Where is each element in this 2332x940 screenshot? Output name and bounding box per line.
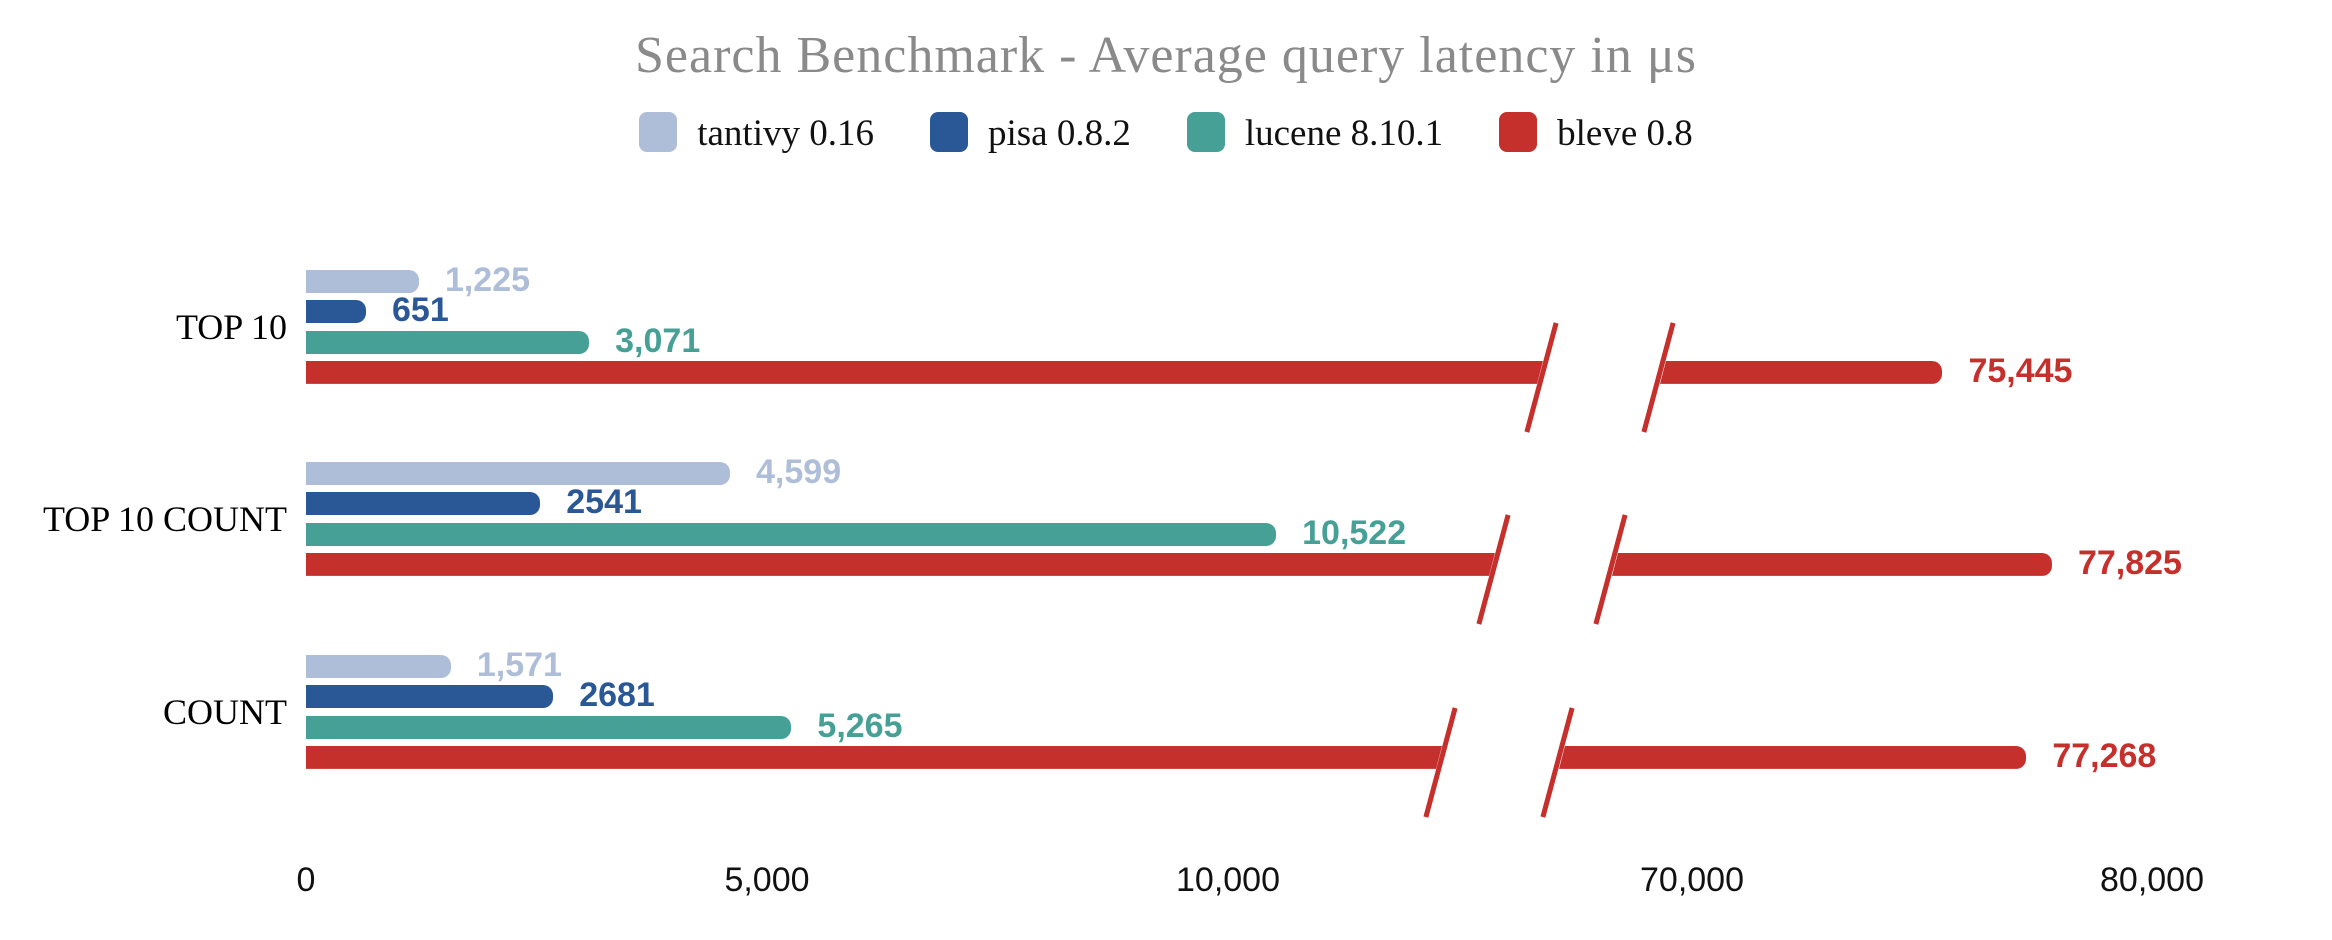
bar-bleve-0-8-top-10-count-left-segment <box>306 553 1495 576</box>
legend-item-pisa-0-8-2: pisa 0.8.2 <box>929 112 1131 154</box>
category-label-top-10-count: TOP 10 COUNT <box>42 498 287 539</box>
value-label-tantivy-0-16-top-10: 1,225 <box>444 261 531 299</box>
legend-label: lucene 8.10.1 <box>1244 112 1444 154</box>
x-tick-70-000: 70,000 <box>1640 861 1744 899</box>
value-label-bleve-0-8-top-10-count: 77,825 <box>2077 543 2182 582</box>
value-label-lucene-8-10-1-top-10: 3,071 <box>615 321 701 360</box>
value-label-tantivy-0-16-top-10-count: 4,599 <box>756 453 842 491</box>
bar-bleve-0-8-count-right-segment <box>1559 745 2027 769</box>
legend: tantivy 0.16 pisa 0.8.2 lucene 8.10.1 bleve… <box>0 112 2332 152</box>
category-label-count: COUNT <box>163 691 287 732</box>
bar-lucene-8-10-1-top-10-count <box>306 522 1277 546</box>
bar-pisa-0-8-2-top-10-count <box>306 492 541 516</box>
legend-color-swatch-icon <box>929 112 968 152</box>
value-label-pisa-0-8-2-count: 2681 <box>579 676 655 715</box>
bar-pisa-0-8-2-top-10 <box>306 300 367 324</box>
x-tick-80-000: 80,000 <box>2100 861 2204 899</box>
bar-lucene-8-10-1-top-10 <box>306 330 590 354</box>
legend-label: bleve 0.8 <box>1557 112 1693 154</box>
bar-bleve-0-8-top-10-right-segment <box>1660 360 1943 384</box>
value-label-pisa-0-8-2-top-10: 651 <box>392 291 449 330</box>
value-label-bleve-0-8-top-10: 75,445 <box>1968 351 2073 390</box>
bar-tantivy-0-16-top-10-count <box>306 462 731 485</box>
legend-item-tantivy-0-16: tantivy 0.16 <box>639 112 874 152</box>
legend-item-bleve-0-8: bleve 0.8 <box>1499 112 1693 152</box>
bar-bleve-0-8-top-10-left-segment <box>306 361 1543 384</box>
legend-label: tantivy 0.16 <box>697 112 874 154</box>
value-label-pisa-0-8-2-top-10-count: 2541 <box>566 483 642 522</box>
x-tick-10-000: 10,000 <box>1176 861 1280 899</box>
bar-bleve-0-8-top-10-count-right-segment <box>1612 552 2052 576</box>
bar-tantivy-0-16-top-10 <box>306 270 419 293</box>
value-label-lucene-8-10-1-top-10-count: 10,522 <box>1302 513 1407 552</box>
category-label-top-10: TOP 10 <box>175 306 287 347</box>
x-tick-5-000: 5,000 <box>724 861 810 899</box>
legend-label: pisa 0.8.2 <box>987 112 1131 154</box>
x-tick-0: 0 <box>296 861 316 899</box>
bar-pisa-0-8-2-count <box>306 685 554 709</box>
legend-item-lucene-8-10-1: lucene 8.10.1 <box>1186 112 1444 154</box>
chart-title: Search Benchmark - Average query latency… <box>635 27 1697 84</box>
value-label-tantivy-0-16-count: 1,571 <box>476 646 562 684</box>
bar-lucene-8-10-1-count <box>306 715 792 739</box>
bar-tantivy-0-16-count <box>306 655 451 678</box>
bar-bleve-0-8-count-left-segment <box>306 746 1442 769</box>
legend-color-swatch-icon <box>1499 112 1538 152</box>
value-label-bleve-0-8-count: 77,268 <box>2052 736 2157 775</box>
legend-color-swatch-icon <box>639 112 678 152</box>
value-label-lucene-8-10-1-count: 5,265 <box>817 706 903 745</box>
legend-color-swatch-icon <box>1186 112 1225 152</box>
